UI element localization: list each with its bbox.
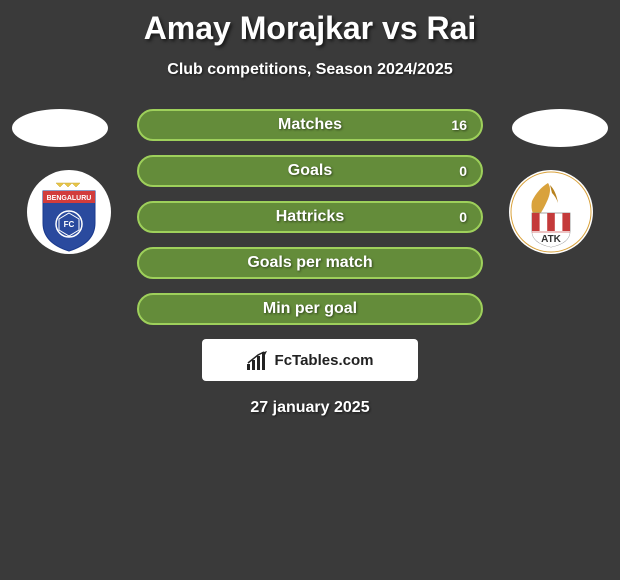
stat-value-right: 0	[459, 163, 467, 179]
stat-row: Matches 16	[137, 109, 483, 141]
stat-label: Matches	[278, 116, 342, 134]
svg-text:BENGALURU: BENGALURU	[47, 195, 92, 202]
brand-text: FcTables.com	[275, 352, 374, 369]
stat-row: Goals per match	[137, 247, 483, 279]
svg-text:ATK: ATK	[541, 234, 562, 245]
club-badge-right: ATK	[508, 169, 594, 255]
stat-value-right: 0	[459, 209, 467, 225]
player-photo-right	[512, 109, 608, 147]
stat-row: Hattricks 0	[137, 201, 483, 233]
brand-footer: FcTables.com	[202, 339, 418, 381]
stat-label: Goals	[288, 162, 332, 180]
stat-label: Hattricks	[276, 208, 344, 226]
stat-label: Goals per match	[247, 254, 372, 272]
page-title: Amay Morajkar vs Rai	[0, 0, 620, 47]
player-photo-left	[12, 109, 108, 147]
stat-row: Min per goal	[137, 293, 483, 325]
comparison-panel: BENGALURU FC ATK Matches16Goals0Hattrick…	[0, 109, 620, 325]
snapshot-date: 27 january 2025	[0, 399, 620, 417]
stat-rows: Matches 16 Goals 0 Hattricks 0 Goals per match…	[137, 109, 483, 325]
stat-label: Min per goal	[263, 300, 357, 318]
svg-text:FC: FC	[64, 220, 75, 229]
stat-value-right: 16	[451, 117, 467, 133]
stat-row: Goals 0	[137, 155, 483, 187]
club-badge-left: BENGALURU FC	[26, 169, 112, 255]
subtitle: Club competitions, Season 2024/2025	[0, 61, 620, 79]
